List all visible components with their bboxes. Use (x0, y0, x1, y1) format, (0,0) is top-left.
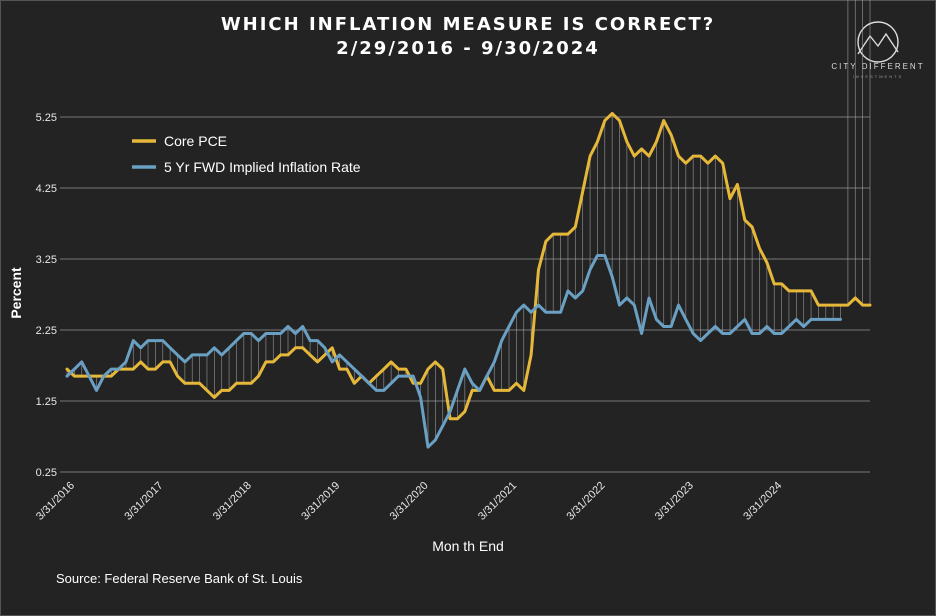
legend: Core PCE 5 Yr FWD Implied Inflation Rate (132, 133, 361, 175)
logo-subtitle: INVESTMENTS (852, 74, 904, 79)
chart-subtitle: 2/29/2016 - 9/30/2024 (336, 38, 600, 59)
x-tick-label: 3/31/2018 (211, 480, 254, 523)
series-lines (65, 111, 872, 449)
series-line-core-pce (65, 111, 872, 421)
y-tick-label: 2.25 (36, 325, 57, 337)
mountain-circle-icon (857, 21, 899, 63)
x-axis-label: Mon th End (432, 538, 504, 554)
x-tick-label: 3/31/2022 (564, 480, 607, 523)
legend-label-fwd-inflation: 5 Yr FWD Implied Inflation Rate (164, 159, 361, 175)
y-tick-label: 5.25 (36, 112, 57, 124)
y-tick-label: 3.25 (36, 254, 57, 266)
x-tick-label: 3/31/2024 (741, 480, 784, 523)
x-tick-label: 3/31/2021 (476, 480, 519, 523)
x-axis-ticks: 3/31/2016 3/31/2017 3/31/2018 3/31/2019 3/31… (34, 480, 784, 523)
spread-hatch (66, 0, 871, 448)
y-axis-ticks: 0.25 1.25 2.25 3.25 4.25 5.25 (36, 112, 57, 479)
x-tick-label: 3/31/2019 (299, 480, 342, 523)
source-note: Source: Federal Reserve Bank of St. Loui… (56, 571, 303, 586)
y-tick-label: 1.25 (36, 396, 57, 408)
legend-label-core-pce: Core PCE (164, 133, 227, 149)
x-tick-label: 3/31/2023 (653, 480, 696, 523)
y-tick-label: 4.25 (36, 183, 57, 195)
y-tick-label: 0.25 (36, 467, 57, 479)
logo-name: CITY DIFFERENT (831, 62, 925, 71)
chart-title: WHICH INFLATION MEASURE IS CORRECT? (220, 14, 716, 35)
x-tick-label: 3/31/2016 (34, 480, 77, 523)
x-tick-label: 3/31/2017 (122, 480, 165, 523)
series-line-fwd-inflation (65, 254, 842, 449)
y-axis-label: Percent (8, 267, 24, 319)
x-tick-label: 3/31/2020 (388, 480, 431, 523)
